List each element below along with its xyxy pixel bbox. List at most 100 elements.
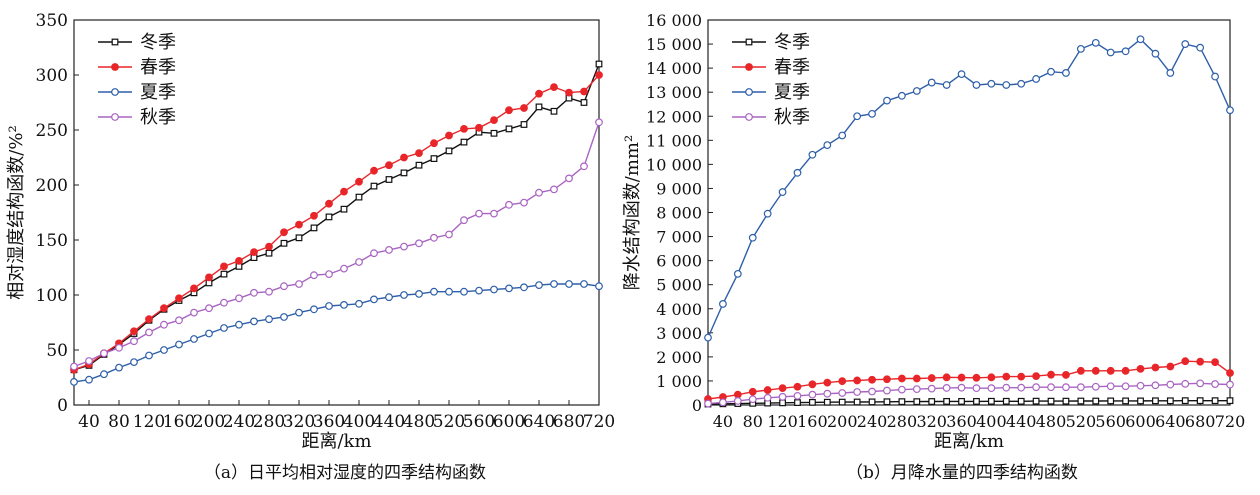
legend-label: 秋季	[774, 107, 810, 128]
data-point	[838, 389, 847, 397]
data-point	[808, 380, 817, 389]
data-point	[913, 398, 921, 406]
data-point	[160, 346, 168, 354]
data-point	[595, 118, 603, 127]
data-point	[235, 257, 243, 265]
x-tick-label: 440	[373, 412, 405, 432]
data-point	[235, 320, 243, 329]
data-point	[1226, 397, 1234, 405]
data-point	[853, 112, 862, 121]
data-point	[1107, 397, 1115, 405]
data-point	[220, 270, 228, 278]
x-tick-label: 480	[1036, 412, 1067, 431]
data-point	[475, 209, 483, 218]
data-point	[460, 138, 468, 146]
data-point	[912, 385, 921, 394]
data-point	[415, 149, 423, 158]
data-point	[1136, 35, 1145, 44]
data-point	[733, 269, 742, 278]
data-point	[1032, 383, 1041, 392]
data-point	[145, 315, 153, 324]
data-point	[430, 287, 438, 296]
series-秋季	[70, 118, 603, 371]
legend-label: 夏季	[774, 82, 810, 103]
data-point	[235, 294, 243, 303]
data-point	[957, 70, 966, 79]
x-tick-label: 200	[827, 412, 858, 431]
data-point	[250, 317, 258, 326]
data-point	[1032, 372, 1041, 381]
data-point	[130, 358, 138, 367]
data-point	[1062, 69, 1070, 77]
data-point	[973, 397, 980, 405]
data-point	[927, 384, 936, 393]
data-point	[823, 398, 831, 406]
x-tick-label: 120	[767, 412, 798, 431]
data-point	[190, 284, 198, 293]
data-point	[370, 295, 378, 304]
x-tick-label: 440	[1006, 412, 1037, 431]
data-point	[370, 249, 378, 258]
data-point	[1091, 366, 1100, 375]
data-point	[355, 193, 363, 201]
data-point	[295, 234, 303, 242]
data-point	[1002, 81, 1011, 89]
data-point	[793, 168, 802, 177]
data-point	[1076, 44, 1085, 53]
x-tick-label: 560	[463, 412, 495, 432]
data-point	[340, 205, 348, 213]
data-point	[175, 340, 183, 349]
data-point	[1151, 381, 1160, 390]
x-tick-label: 680	[553, 412, 585, 432]
data-point	[778, 392, 787, 401]
data-point	[460, 216, 468, 225]
data-point	[883, 96, 891, 105]
data-point	[1091, 38, 1100, 47]
data-point	[808, 150, 817, 159]
series-春季	[704, 357, 1234, 403]
data-point	[853, 398, 861, 406]
data-point	[325, 302, 333, 310]
data-point	[520, 198, 528, 207]
x-tick-label: 360	[946, 412, 977, 431]
data-point	[430, 155, 438, 163]
data-point	[763, 393, 772, 402]
data-point	[987, 397, 995, 405]
y-tick-label: 250	[36, 121, 68, 141]
data-point	[370, 182, 378, 190]
data-point	[1017, 79, 1026, 88]
data-point	[793, 382, 802, 391]
data-point	[1062, 383, 1070, 392]
data-point	[1166, 69, 1175, 77]
data-point	[445, 287, 453, 296]
legend-label: 秋季	[140, 107, 176, 128]
chart-caption: （b）月降水量的四季结构函数	[846, 463, 1078, 483]
data-point	[475, 123, 483, 132]
data-point	[778, 384, 787, 393]
data-point	[535, 89, 543, 98]
data-point	[1136, 381, 1145, 390]
y-tick-label: 4 000	[656, 300, 702, 319]
y-tick-label: 5 000	[656, 276, 702, 295]
data-point	[295, 220, 303, 229]
data-point	[853, 376, 862, 385]
data-point	[1166, 380, 1175, 389]
x-tick-label: 480	[403, 412, 435, 432]
series-line	[707, 400, 1230, 405]
data-point	[748, 387, 757, 396]
data-point	[778, 188, 787, 196]
data-point	[1076, 366, 1085, 375]
data-point	[972, 373, 981, 382]
data-point	[1062, 371, 1070, 379]
data-point	[1122, 397, 1130, 405]
data-point	[355, 258, 363, 266]
data-point	[823, 389, 832, 398]
data-point	[1032, 397, 1040, 405]
data-point	[415, 239, 423, 248]
y-tick-label: 16 000	[646, 11, 702, 30]
data-point	[595, 60, 603, 68]
y-tick-label: 8 000	[656, 204, 702, 223]
y-tick-label: 1 000	[656, 372, 702, 391]
